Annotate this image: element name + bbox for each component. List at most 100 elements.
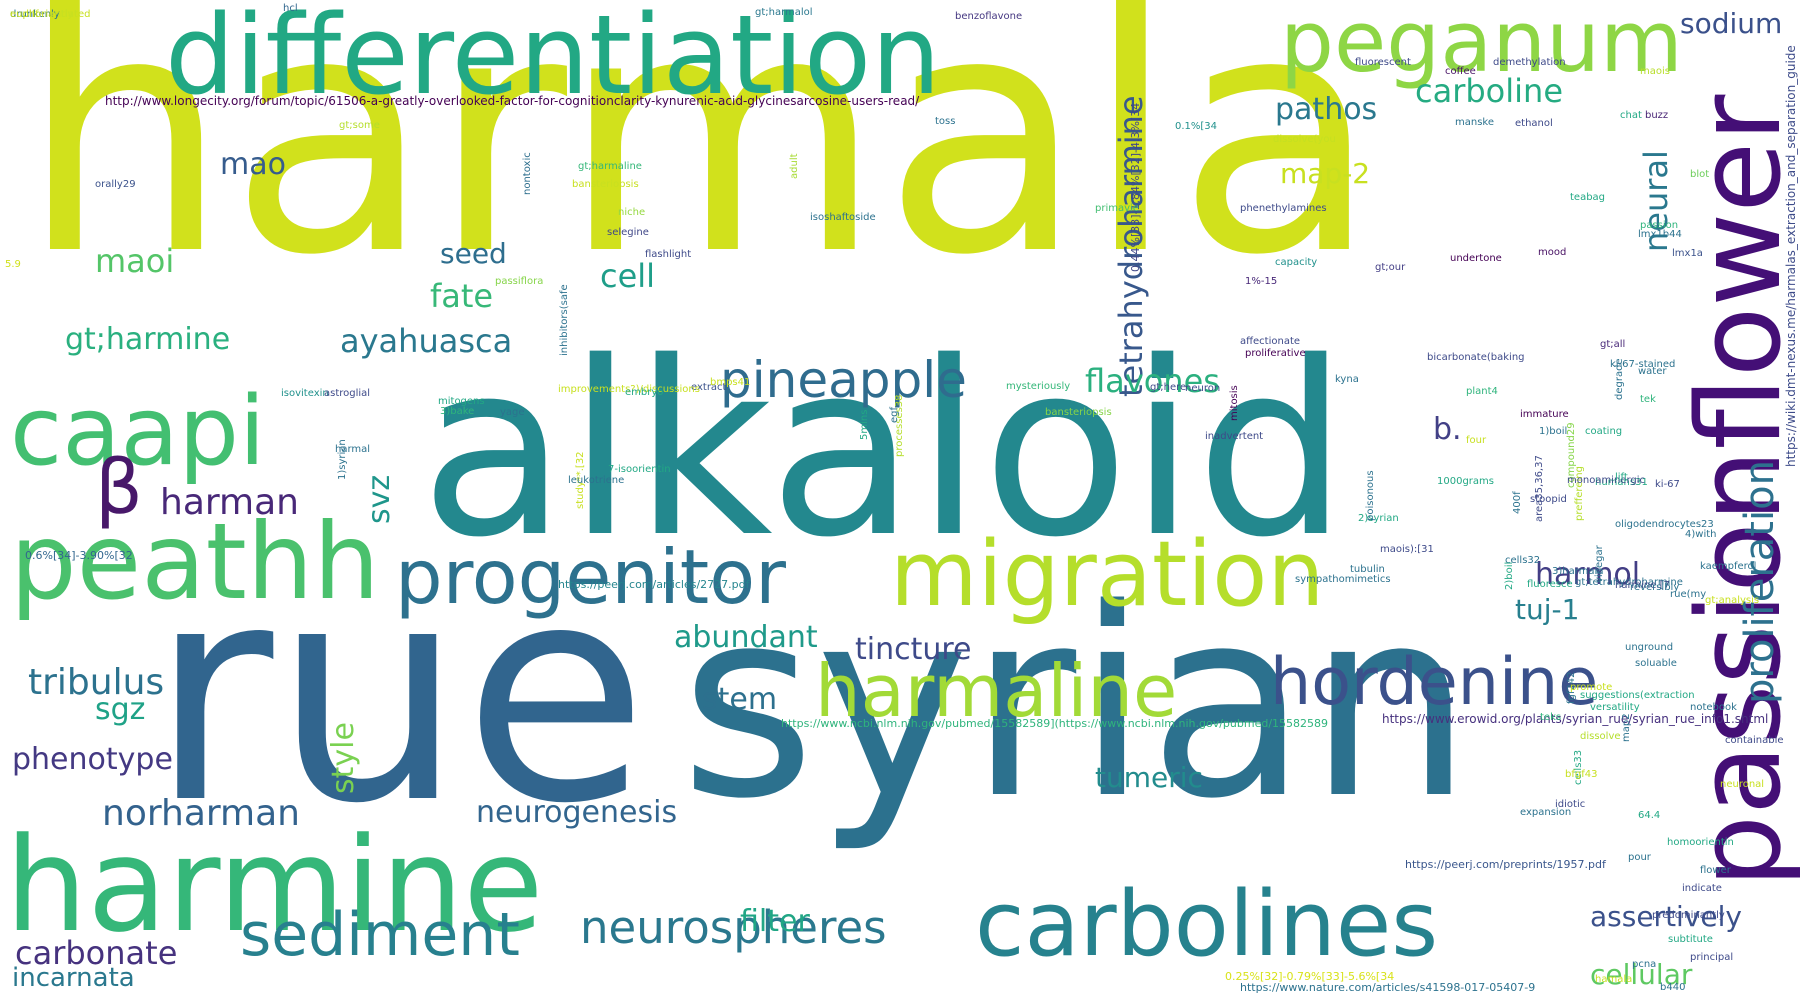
cloud-word: flavones	[1085, 362, 1220, 400]
cloud-word: monoaminergic	[1567, 475, 1646, 486]
cloud-word: gt;tetrahydroharmine	[1575, 577, 1683, 588]
cloud-word: migration	[890, 522, 1325, 627]
cloud-word: egf	[889, 406, 900, 423]
cloud-word: cellular	[1590, 958, 1693, 991]
cloud-word: norharman	[102, 793, 300, 834]
cloud-word: maois	[1640, 66, 1670, 77]
cloud-word: humans31	[1595, 477, 1648, 488]
cloud-word: ki-67	[1655, 479, 1680, 490]
cloud-word: bfgf43	[1565, 769, 1598, 780]
cloud-word: unground	[1625, 642, 1674, 653]
cloud-word: improvements?)/discussions	[558, 384, 700, 395]
cloud-word: buzz	[1645, 110, 1669, 121]
cloud-word: cell	[600, 257, 656, 295]
cloud-word: harman	[160, 482, 299, 523]
cloud-word: style	[326, 722, 361, 794]
cloud-word: lmx1a	[1672, 248, 1703, 259]
cloud-word: astroglial	[324, 388, 371, 399]
cloud-word: pineapple	[720, 351, 967, 409]
cloud-word: gt;our	[1375, 262, 1406, 273]
cloud-word: sodium	[1680, 7, 1783, 40]
cloud-word: harmine.[7	[1615, 580, 1670, 591]
cloud-word: reversibly	[1630, 582, 1680, 593]
cloud-word: carboline	[1415, 72, 1563, 110]
cloud-word: 7-isoorientin	[608, 464, 671, 475]
cloud-word: dissolve	[1580, 731, 1621, 742]
cloud-word: proliferative	[1245, 348, 1306, 359]
cloud-word: gt;harmine	[65, 322, 231, 357]
cloud-word: gt;here	[1150, 382, 1187, 393]
cloud-word: carbonate	[15, 934, 178, 972]
cloud-word: isoshaftoside	[810, 212, 876, 223]
cloud-word: tincture	[855, 632, 972, 667]
cloud-word: selegine	[607, 227, 649, 238]
cloud-word: primavie	[1095, 203, 1139, 214]
cloud-word: 3)bake	[440, 406, 475, 417]
cloud-word: ki-67-stained	[1610, 359, 1676, 370]
cloud-word: bansteriopsis	[1045, 407, 1112, 418]
cloud-word: oligodendrocytes23	[1615, 519, 1714, 530]
cloud-word: expansion	[1520, 807, 1572, 818]
cloud-word: coffee	[1445, 66, 1476, 77]
cloud-word: kaempferol	[1700, 561, 1757, 572]
cloud-word: maois):[31	[1380, 544, 1434, 555]
cloud-word: gt;some	[339, 120, 380, 131]
cloud-word: isovitexin	[281, 388, 329, 399]
cloud-word: stoopid	[1530, 494, 1567, 505]
cloud-word: gt;harmalol	[755, 7, 813, 18]
cloud-word: progenitor	[395, 533, 786, 621]
cloud-word: maoi	[95, 242, 175, 280]
cloud-word: https://www.erowid.org/plants/syrian_rue…	[1382, 712, 1769, 726]
cloud-word: 0.25%[32]-0.79%[33]-5.6%[34	[1225, 970, 1395, 983]
cloud-word: tribulus	[28, 662, 165, 703]
cloud-word: processes38	[894, 394, 905, 457]
cloud-word: coating	[1585, 426, 1623, 437]
cloud-word: neurogenesis	[476, 795, 678, 830]
cloud-word: assertively	[1590, 900, 1742, 933]
cloud-word: flashlight	[645, 249, 692, 260]
cloud-word: β	[95, 443, 143, 531]
cloud-word: homoorientin	[1667, 837, 1734, 848]
cloud-word: versatility	[1590, 702, 1640, 713]
cloud-word: 5.9	[5, 259, 21, 270]
cloud-word: notebook	[1690, 702, 1737, 713]
cloud-word: peathh	[10, 501, 380, 623]
cloud-word: blot	[1690, 169, 1710, 180]
cloud-word: bicarbonate(baking	[1427, 352, 1525, 363]
cloud-word: yage	[500, 407, 525, 418]
cloud-word: peganum	[1280, 0, 1683, 92]
cloud-word: adult	[789, 153, 800, 179]
cloud-word: affectionate	[1240, 336, 1301, 347]
cloud-word: ayahuasca	[340, 322, 513, 360]
cloud-word: immature	[1520, 409, 1569, 420]
cloud-word: neuronal	[1720, 779, 1765, 790]
cloud-word: dissolve(you	[1273, 134, 1336, 145]
cloud-word: mitogens	[438, 396, 485, 407]
cloud-word: 4)with	[1685, 529, 1717, 540]
cloud-word: idiotic	[1555, 799, 1586, 810]
cloud-word: gt;analysis	[1705, 595, 1760, 606]
cloud-word: sgz	[95, 692, 146, 727]
cloud-word: cells32	[1505, 555, 1541, 566]
cloud-word: benzoflavone	[955, 11, 1023, 22]
cloud-word: indicate	[1682, 883, 1722, 894]
cloud-word: hordenine	[1270, 645, 1599, 720]
cloud-word: harmal	[335, 444, 371, 455]
cloud-word: b440	[1660, 982, 1686, 993]
cloud-word: containable	[1725, 735, 1784, 746]
cloud-word: chat	[1620, 110, 1642, 121]
cloud-word: harmala	[20, 0, 1379, 327]
cloud-word: flower	[1700, 865, 1731, 876]
cloud-word: https://wiki.dmt-nexus.me/harmalas_extra…	[1784, 45, 1798, 467]
cloud-word: 64.4	[1638, 810, 1661, 821]
cloud-word: passiflora	[495, 276, 544, 287]
cloud-word: niche	[618, 207, 646, 218]
cloud-word: 0.1%[34	[1175, 121, 1218, 132]
cloud-word: neuron	[1185, 383, 1221, 394]
cloud-word: filter	[740, 904, 810, 939]
cloud-word: 400f	[1512, 491, 1523, 514]
cloud-word: pcna	[1632, 959, 1657, 970]
cloud-word: gt;all	[1600, 339, 1626, 350]
cloud-word: 1000grams	[1437, 476, 1494, 487]
